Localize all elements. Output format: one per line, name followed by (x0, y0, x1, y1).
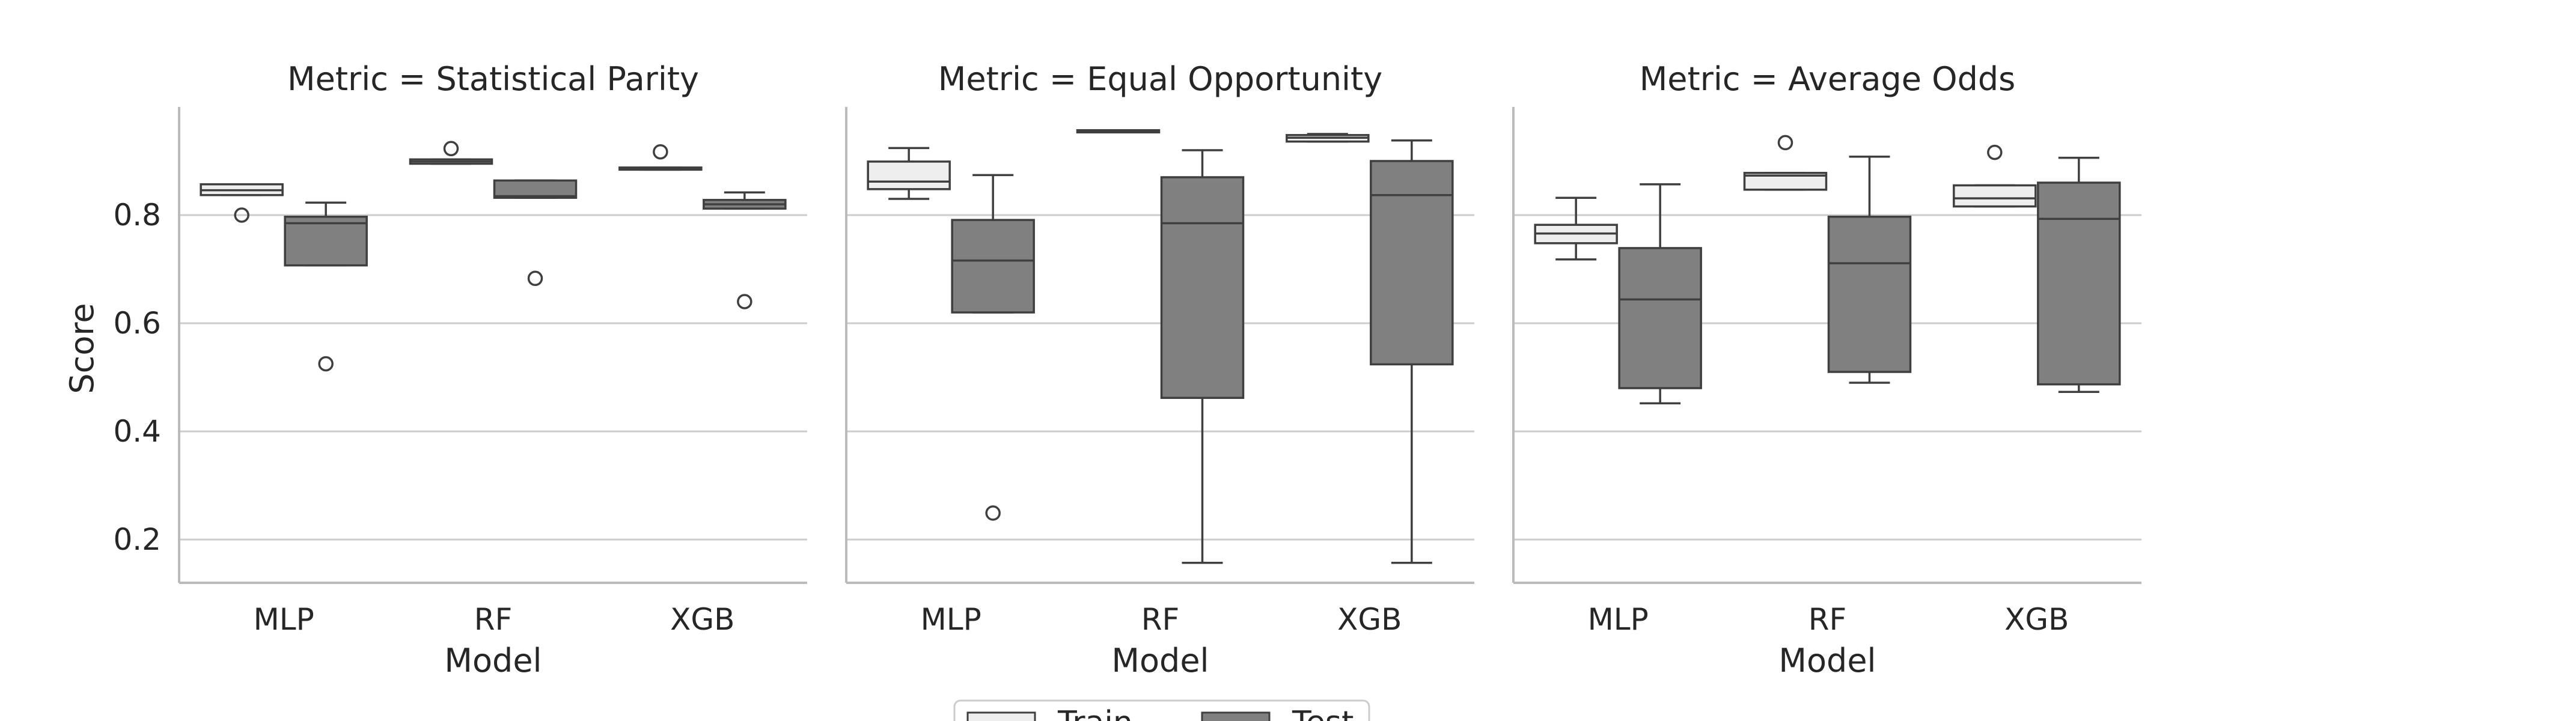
x-tick-label: XGB (670, 602, 734, 637)
panel-title: Metric = Equal Opportunity (938, 60, 1382, 98)
box-rf-test (1827, 156, 1912, 384)
outlier-point (318, 356, 334, 372)
box-mlp-test (1618, 183, 1702, 404)
box-iqr (1827, 215, 1912, 373)
x-tick-label: MLP (254, 602, 314, 637)
y-tick-label: 0.4 (113, 414, 161, 449)
box-iqr (2037, 181, 2121, 386)
x-tick-label: RF (474, 602, 513, 637)
outlier-point (985, 505, 1001, 521)
x-tick-label: XGB (2004, 602, 2069, 637)
box-rf-train (1076, 129, 1161, 134)
legend-label-train: Train (1057, 705, 1133, 721)
box-xgb-train (618, 144, 703, 171)
panel-title: Metric = Average Odds (1640, 60, 2016, 98)
x-tick-label: RF (1141, 602, 1180, 637)
box-mlp-test (284, 201, 368, 372)
x-tick-label: RF (1808, 602, 1847, 637)
panel-2: Metric = Equal Opportunity MLP RF XGB Model (845, 60, 1474, 680)
facet-panels: 0.2 0.4 0.6 0.8 Metric = Statistical Parity M… (113, 60, 2141, 680)
outlier-point (527, 270, 543, 287)
box-iqr (1618, 247, 1702, 389)
outlier-point (1777, 135, 1793, 151)
box-xgb-train (1953, 144, 2037, 208)
x-tick-label: MLP (921, 602, 981, 637)
panel-1: 0.2 0.4 0.6 0.8 Metric = Statistical Parity M… (113, 60, 807, 680)
y-axis-label: Score (63, 303, 101, 394)
x-tick-label: XGB (1337, 602, 1402, 637)
box-mlp-train (200, 183, 284, 223)
box-iqr (951, 219, 1035, 314)
box-xgb-test (1370, 139, 1454, 564)
box-xgb-test (2037, 156, 2121, 394)
x-axis-label: Model (1111, 642, 1209, 680)
outlier-point (443, 141, 459, 157)
legend-swatch-test (1201, 711, 1271, 721)
box-rf-train (1743, 135, 1828, 191)
box-iqr (1953, 184, 2037, 208)
outlier-point (653, 144, 668, 160)
box-mlp-train (867, 147, 951, 200)
box-iqr (284, 215, 368, 267)
x-axis-label: Model (444, 642, 542, 680)
box-xgb-train (1286, 133, 1370, 143)
x-tick-label: MLP (1588, 602, 1649, 637)
legend-swatch-train (966, 711, 1036, 721)
box-iqr (493, 179, 578, 199)
outlier-point (234, 207, 249, 223)
outlier-point (1987, 144, 2003, 160)
box-rf-train (409, 141, 493, 165)
outlier-point (737, 294, 752, 309)
x-axis-label: Model (1778, 642, 1876, 680)
box-iqr (867, 160, 951, 190)
box-rf-test (1160, 149, 1245, 564)
box-iqr (1160, 176, 1245, 399)
panel-title: Metric = Statistical Parity (287, 60, 699, 98)
y-tick-label: 0.8 (113, 198, 161, 233)
box-xgb-test (703, 191, 787, 309)
y-tick-label: 0.2 (113, 522, 161, 557)
y-tick-label: 0.6 (113, 306, 161, 341)
box-mlp-train (1534, 196, 1618, 261)
panel-3: Metric = Average Odds MLP RF XGB Model (1512, 60, 2141, 680)
box-rf-test (493, 179, 578, 287)
legend-label-test: Test (1292, 705, 1354, 721)
box-iqr (1370, 160, 1454, 366)
legend: Train Test (953, 699, 1370, 721)
box-mlp-test (951, 174, 1035, 521)
